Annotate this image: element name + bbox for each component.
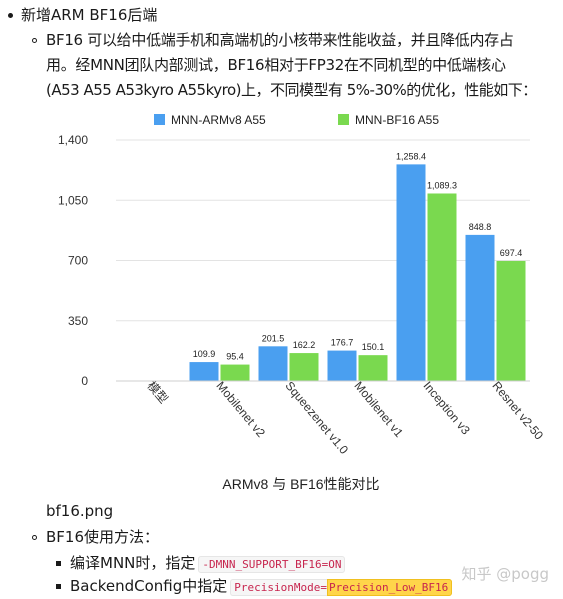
y-tick-label: 1,400: [58, 133, 88, 147]
description-line-3: (A53 A55 A53kyro A55kyro)上，不同模型有 5%-30%的…: [46, 81, 537, 99]
data-label: 176.7: [331, 338, 354, 348]
bf16-performance-chart: 0 350 700 1,050 1,400 MNN-ARMv8 A55 MNN-BF16 A…: [44, 108, 558, 496]
list-bullet: [56, 561, 61, 566]
x-tick-label: Mobilenet v1: [351, 379, 406, 440]
cmake-flag-code: -DMNN_SUPPORT_BF16=ON: [198, 556, 346, 573]
chart-bar: [396, 164, 426, 381]
data-label: 95.4: [226, 352, 244, 362]
usage-step-1-text: 编译MNN时，指定: [70, 554, 196, 572]
list-bullet: [8, 13, 13, 18]
list-item-title: 新增ARM BF16后端: [21, 6, 158, 24]
chart-title: ARMv8 与 BF16性能对比: [222, 476, 379, 492]
legend-swatch: [338, 114, 349, 125]
y-tick-label: 700: [68, 254, 88, 268]
chart-bar: [465, 234, 495, 381]
data-label: 848.8: [469, 222, 492, 232]
chart-bar: [289, 353, 319, 381]
y-tick-label: 0: [81, 374, 88, 388]
legend-label: MNN-BF16 A55: [355, 113, 439, 127]
data-label: 150.1: [362, 342, 385, 352]
image-caption: bf16.png: [46, 502, 114, 520]
usage-step-2-text: BackendConfig中指定: [70, 577, 228, 595]
usage-heading: BF16使用方法：: [46, 528, 160, 546]
precision-mode-code: PrecisionMode=: [230, 579, 327, 596]
usage-step-2: BackendConfig中指定 PrecisionMode= Precision_…: [70, 575, 453, 599]
chart-bar: [220, 364, 250, 381]
data-label: 697.4: [500, 248, 523, 258]
legend-swatch: [154, 114, 165, 125]
description-line-2: 用。经MNN团队内部测试，BF16相对于FP32在不同机型的中低端核心: [46, 56, 506, 74]
chart-bar: [496, 260, 526, 381]
watermark: 知乎 @pogg: [461, 565, 549, 583]
usage-step-1: 编译MNN时，指定 -DMNN_SUPPORT_BF16=ON: [70, 552, 346, 576]
data-label: 109.9: [193, 349, 216, 359]
chart-bar: [358, 355, 388, 381]
data-label: 162.2: [293, 340, 316, 350]
list-bullet: [56, 584, 61, 589]
precision-value-code: Precision_Low_BF16: [327, 579, 453, 596]
x-tick-label: Mobilenet v2: [213, 379, 268, 440]
chart-bar: [189, 362, 219, 381]
data-label: 201.5: [262, 333, 285, 343]
chart-bar: [327, 350, 357, 381]
x-tick-label: Squeezenet v1.0: [282, 379, 351, 457]
list-bullet: [32, 535, 37, 540]
legend-label: MNN-ARMv8 A55: [171, 113, 266, 127]
y-tick-label: 350: [68, 314, 88, 328]
chart-svg: 0 350 700 1,050 1,400 MNN-ARMv8 A55 MNN-BF16 A…: [58, 113, 546, 492]
x-tick-label: 模型: [144, 379, 170, 406]
data-label: 1,258.4: [396, 151, 426, 161]
x-tick-label: Inception v3: [420, 379, 473, 438]
x-tick-label: Resnet v2-50: [489, 379, 546, 443]
chart-bar: [258, 346, 288, 381]
list-bullet: [32, 38, 37, 43]
chart-bar: [427, 193, 457, 381]
description-line-1: BF16 可以给中低端手机和高端机的小核带来性能收益，并且降低内存占: [46, 31, 514, 49]
data-label: 1,089.3: [427, 180, 457, 190]
y-tick-label: 1,050: [58, 193, 88, 207]
